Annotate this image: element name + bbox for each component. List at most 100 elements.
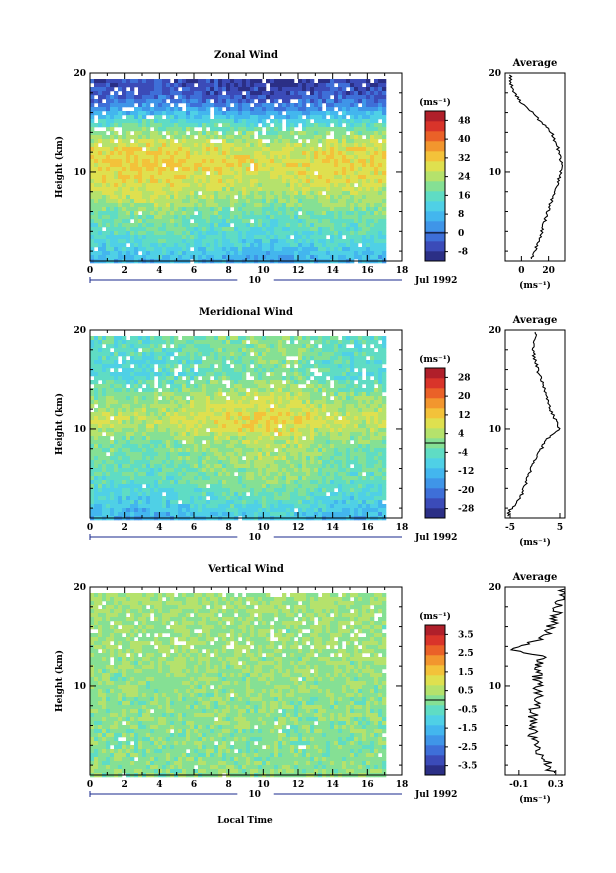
heatmap-cell [90,99,95,104]
heatmap-cell [186,408,191,413]
heatmap-cell [134,484,139,489]
heatmap-cell [122,476,127,481]
heatmap-cell [270,203,275,208]
heatmap-cell [334,207,339,212]
heatmap-cell [150,171,155,176]
heatmap-cell [170,211,175,216]
heatmap-cell [158,87,163,92]
heatmap-cell [262,223,267,228]
heatmap-cell [362,103,367,108]
heatmap-cell [158,95,163,100]
heatmap-cell [234,239,239,244]
heatmap-cell [162,384,167,389]
heatmap-cell [218,476,223,481]
heatmap-cell [258,131,263,136]
heatmap-cell [174,123,179,128]
heatmap-cell [362,159,367,164]
heatmap-cell [346,159,351,164]
heatmap-cell [158,376,163,381]
heatmap-cell [142,440,147,445]
heatmap-cell [110,500,115,505]
heatmap-cell [114,223,119,228]
heatmap-cell [286,123,291,128]
heatmap-cell [306,191,311,196]
heatmap-cell [90,219,95,224]
heatmap-cell [346,127,351,132]
heatmap-cell [234,127,239,132]
heatmap-cell [258,243,263,248]
heatmap-cell [174,344,179,349]
heatmap-cell [366,99,371,104]
heatmap-cell [118,123,123,128]
heatmap-cell [234,83,239,88]
heatmap-cell [106,159,111,164]
heatmap-cell [142,167,147,172]
heatmap-cell [222,468,227,473]
heatmap-cell [250,83,255,88]
heatmap-cell [350,151,355,156]
heatmap-cell [274,143,279,148]
heatmap-cell [150,203,155,208]
heatmap-cell [134,424,139,429]
heatmap-cell [242,79,247,84]
heatmap-cell [342,223,347,228]
heatmap-cell [102,167,107,172]
heatmap-cell [262,211,267,216]
heatmap-cell [146,460,151,465]
heatmap-cell [302,211,307,216]
heatmap-cell [282,107,287,112]
heatmap-cell [178,400,183,405]
heatmap-cell [146,227,151,232]
heatmap-cell [350,135,355,140]
heatmap-cell [226,179,231,184]
heatmap-cell [230,356,235,361]
heatmap-cell [270,235,275,240]
heatmap-cell [206,372,211,377]
heatmap-cell [182,344,187,349]
heatmap-cell [154,219,159,224]
heatmap-cell [186,219,191,224]
heatmap-cell [114,364,119,369]
heatmap-cell [314,131,319,136]
heatmap-cell [186,107,191,112]
heatmap-cell [118,464,123,469]
heatmap-cell [226,219,231,224]
heatmap-cell [130,356,135,361]
heatmap-cell [114,123,119,128]
heatmap-cell [146,167,151,172]
heatmap-cell [238,91,243,96]
heatmap-cell [294,191,299,196]
heatmap-cell [166,151,171,156]
heatmap-cell [190,404,195,409]
heatmap-cell [150,392,155,397]
heatmap-cell [170,219,175,224]
heatmap-cell [254,123,259,128]
heatmap-cell [186,404,191,409]
heatmap-cell [222,344,227,349]
heatmap-cell [94,223,99,228]
heatmap-cell [346,107,351,112]
heatmap-cell [90,107,95,112]
heatmap-cell [238,119,243,124]
heatmap-cell [178,472,183,477]
heatmap-cell [154,215,159,220]
heatmap-cell [146,408,151,413]
heatmap-cell [162,95,167,100]
heatmap-cell [326,255,331,260]
heatmap-cell [158,456,163,461]
heatmap-cell [274,111,279,116]
heatmap-cell [118,336,123,341]
heatmap-cell [206,444,211,449]
heatmap-cell [150,111,155,116]
heatmap-cell [102,404,107,409]
heatmap-cell [246,135,251,140]
heatmap-cell [138,504,143,509]
heatmap-cell [290,251,295,256]
heatmap-cell [250,247,255,252]
heatmap-cell [178,344,183,349]
heatmap-cell [170,243,175,248]
heatmap-cell [182,512,187,517]
heatmap-cell [126,139,131,144]
heatmap-cell [310,187,315,192]
heatmap-cell [234,99,239,104]
